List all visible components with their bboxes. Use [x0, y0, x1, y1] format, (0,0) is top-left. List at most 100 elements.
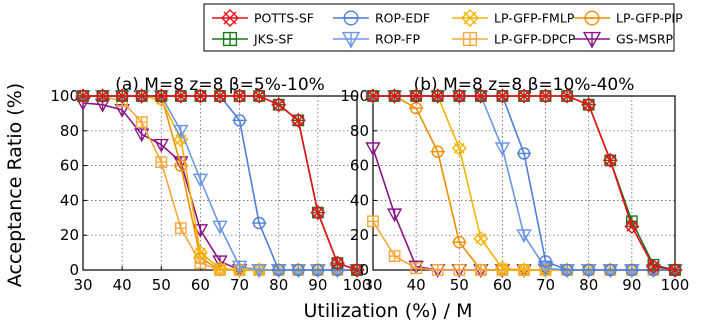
data-point — [95, 88, 111, 104]
data-point — [174, 222, 187, 235]
panel-title: (a) M=8 z=8 β=5%-10% — [115, 75, 325, 95]
data-point — [329, 255, 345, 271]
data-point — [212, 88, 228, 104]
legend-marker — [583, 10, 601, 26]
y-tick-label: 60 — [350, 157, 369, 175]
legend-item: GS-MSRP — [574, 31, 674, 49]
series-rop-edf — [365, 89, 683, 277]
legend-item: ROP-FP — [333, 32, 420, 49]
series-lp-gfp-fmlp — [365, 88, 683, 278]
y-tick-label: 100 — [50, 87, 79, 105]
x-tick-label: 70 — [230, 276, 249, 294]
data-point — [251, 264, 267, 278]
legend-label: LP-GFP-FMLP — [494, 11, 575, 26]
series-gs-msrp — [365, 142, 683, 278]
data-point — [559, 263, 575, 277]
series-lp-gfp-dpcp — [77, 90, 363, 276]
series-jks-sf — [77, 90, 363, 276]
legend-marker — [221, 9, 239, 27]
data-point — [173, 124, 189, 139]
series-lp-gfp-fmlp — [75, 88, 365, 278]
data-point — [494, 142, 511, 157]
legend-item: LP-GFP-DPCP — [452, 32, 576, 47]
data-point — [114, 88, 130, 104]
series-potts-sf — [75, 88, 365, 278]
legend-label: LP-GFP-PIP — [616, 11, 683, 26]
series-lp-gfp-pip — [365, 89, 683, 277]
data-point — [212, 220, 228, 235]
y-tick-label: 20 — [60, 226, 79, 244]
data-point — [474, 264, 487, 276]
legend-label: ROP-EDF — [375, 11, 430, 26]
x-tick-label: 60 — [191, 276, 210, 294]
series-line — [372, 147, 675, 271]
legend-marker — [461, 9, 479, 27]
series-rop-fp — [365, 90, 683, 278]
data-point — [451, 140, 467, 156]
data-point — [365, 142, 381, 157]
legend-label: ROP-FP — [375, 32, 420, 47]
x-axis-label: Utilization (%) / M — [304, 300, 473, 322]
data-point — [516, 88, 532, 104]
series-line — [373, 95, 675, 271]
series-rop-edf — [75, 89, 365, 277]
data-point — [602, 152, 618, 168]
legend-marker — [582, 31, 602, 49]
series-line — [373, 95, 675, 271]
data-point — [603, 263, 618, 277]
panel-title: (b) M=8 z=8 β=10%-40% — [414, 75, 635, 95]
legend-label: POTTS-SF — [254, 11, 314, 26]
x-tick-label: 90 — [622, 276, 641, 294]
data-point — [192, 88, 208, 104]
x-tick-label: 80 — [269, 276, 288, 294]
series-jks-sf — [367, 90, 681, 276]
data-point — [624, 219, 640, 234]
data-point — [271, 263, 286, 277]
legend-label: LP-GFP-DPCP — [494, 32, 576, 47]
series-line — [83, 95, 357, 271]
x-tick-label: 90 — [308, 276, 327, 294]
series-line — [83, 95, 358, 271]
data-point — [430, 88, 446, 104]
y-tick-label: 40 — [350, 191, 369, 209]
data-point — [173, 132, 189, 147]
data-point — [251, 88, 267, 104]
series-line — [83, 95, 357, 271]
data-point — [271, 97, 287, 113]
series-rop-fp — [75, 90, 365, 278]
data-point — [310, 205, 326, 221]
data-point — [559, 88, 575, 104]
data-point — [75, 88, 91, 104]
legend-item: ROP-EDF — [333, 10, 430, 26]
series-line — [82, 102, 357, 271]
data-point — [645, 259, 661, 275]
legend-label: JKS-SF — [253, 32, 293, 47]
y-tick-label: 40 — [60, 191, 79, 209]
y-tick-label: 20 — [350, 226, 369, 244]
data-point — [624, 263, 640, 277]
data-point — [134, 88, 150, 104]
plot-frame — [82, 95, 358, 271]
x-tick-label: 100 — [661, 276, 690, 294]
data-point — [367, 215, 379, 228]
y-tick-label: 80 — [350, 122, 369, 140]
y-tick-label: 80 — [60, 122, 79, 140]
data-point — [388, 250, 401, 262]
data-point — [291, 263, 306, 277]
data-point — [537, 262, 554, 277]
data-point — [153, 88, 169, 104]
plot-frame — [372, 95, 676, 271]
series-line — [373, 95, 675, 271]
data-point — [310, 263, 326, 277]
grid — [83, 96, 357, 270]
x-tick-label: 80 — [579, 276, 598, 294]
data-point — [365, 88, 381, 104]
x-tick-label: 40 — [113, 276, 132, 294]
data-point — [408, 88, 424, 104]
data-point — [349, 262, 365, 278]
data-point — [581, 263, 596, 277]
x-tick-label: 100 — [343, 276, 372, 294]
data-point — [192, 173, 209, 188]
data-point — [212, 260, 228, 276]
